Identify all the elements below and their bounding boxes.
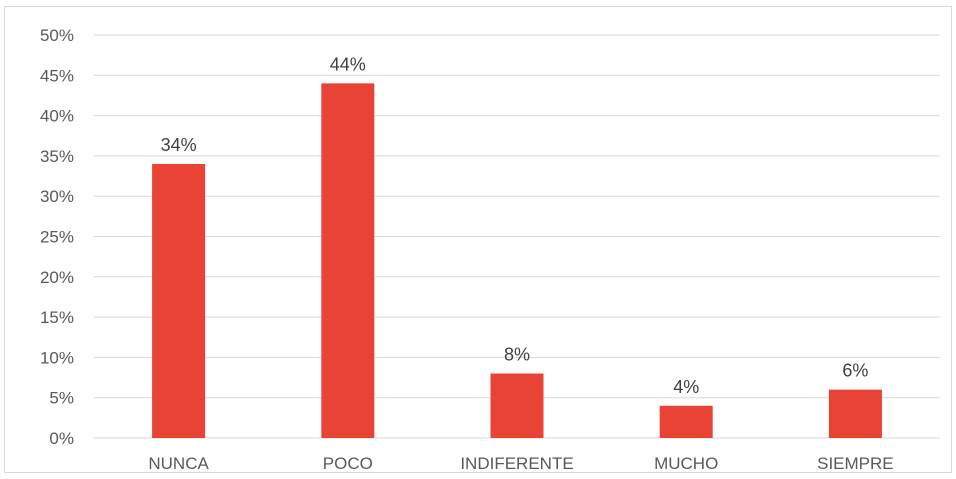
y-axis-ticks: 0% 5% 10% 15% 20% 25% 30% 35% 40% 45% 50%: [40, 26, 74, 448]
bar-nunca: [152, 163, 206, 438]
x-category-label: POCO: [323, 454, 373, 473]
bar-mucho: [659, 405, 713, 438]
x-category-label: SIEMPRE: [817, 454, 894, 473]
data-label-nunca: 34%: [161, 135, 197, 155]
y-tick-label: 25%: [40, 228, 74, 247]
x-axis-categories: NUNCA POCO INDIFERENTE MUCHO SIEMPRE: [148, 454, 893, 473]
y-tick-label: 15%: [40, 308, 74, 327]
gridlines: [94, 34, 940, 439]
x-category-label: MUCHO: [654, 454, 718, 473]
y-tick-label: 5%: [49, 389, 74, 408]
data-label-indiferente: 8%: [504, 345, 530, 365]
bar-poco: [321, 83, 375, 439]
y-tick-label: 0%: [49, 429, 74, 448]
data-label-mucho: 4%: [673, 377, 699, 397]
bar-siempre: [828, 389, 882, 438]
y-tick-label: 20%: [40, 268, 74, 287]
y-tick-label: 10%: [40, 348, 74, 367]
x-category-label: NUNCA: [148, 454, 209, 473]
y-tick-label: 50%: [40, 26, 74, 45]
y-tick-label: 45%: [40, 66, 74, 85]
data-labels: 34% 44% 8% 4% 6%: [161, 54, 869, 396]
y-tick-label: 40%: [40, 107, 74, 126]
data-label-siempre: 6%: [842, 361, 868, 381]
data-label-poco: 44%: [330, 54, 366, 74]
bar-indiferente: [490, 373, 544, 438]
y-tick-label: 30%: [40, 187, 74, 206]
bars: [152, 83, 882, 439]
y-tick-label: 35%: [40, 147, 74, 166]
x-category-label: INDIFERENTE: [460, 454, 573, 473]
